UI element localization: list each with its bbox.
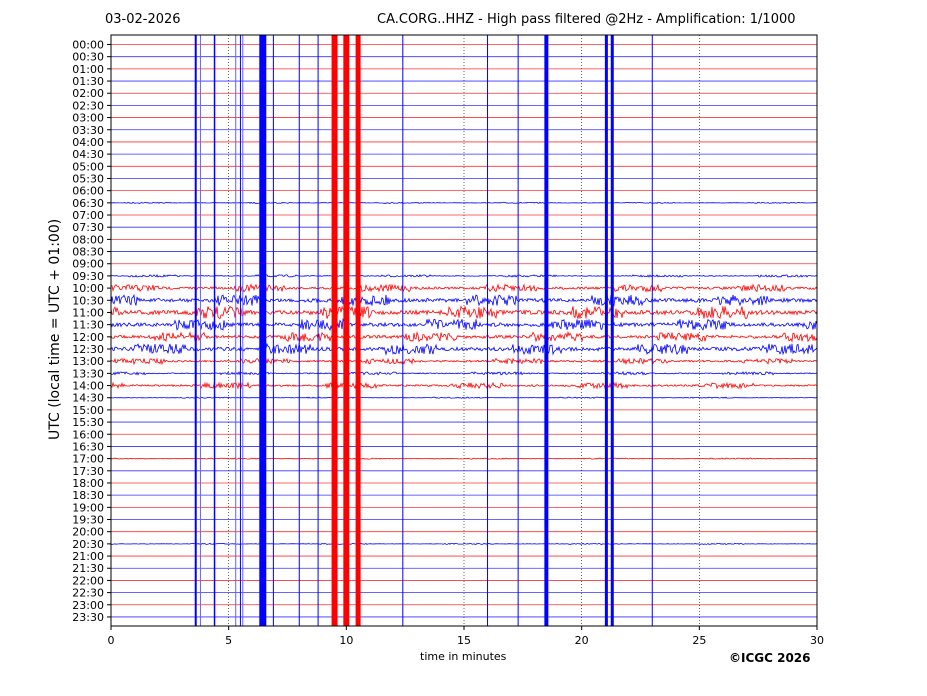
copyright: ©ICGC 2026 [729,651,811,665]
y-tick-label: 17:30 [72,465,104,478]
y-tick-label: 00:30 [72,51,104,64]
event-band [355,35,361,626]
y-tick-label: 16:00 [72,428,104,441]
y-tick-label: 08:00 [72,233,104,246]
x-axis-label: time in minutes [420,650,507,663]
x-tick-label: 5 [225,634,232,647]
y-tick-label: 08:30 [72,246,104,259]
event-band [651,35,653,626]
chart-title: CA.CORG..HHZ - High pass filtered @2Hz -… [377,12,796,27]
y-tick-label: 23:30 [72,611,104,624]
trace-row-11:00 [110,305,818,320]
x-tick-label: 20 [575,634,589,647]
y-tick-label: 23:00 [72,599,104,612]
y-tick-label: 14:00 [72,380,104,393]
y-tick-label: 18:30 [72,489,104,502]
y-tick-label: 16:30 [72,440,104,453]
y-tick-label: 06:30 [72,197,104,210]
event-band [194,35,197,626]
y-tick-label: 11:00 [72,306,104,319]
event-band [242,35,244,626]
y-tick-label: 19:30 [72,514,104,527]
y-tick-label: 05:30 [72,172,104,185]
event-band [259,35,267,626]
trace-row-14:00 [110,381,818,390]
trace-row-06:30 [110,201,817,204]
trace-row-20:30 [110,542,818,545]
event-band [604,35,608,626]
event-band [544,35,549,626]
trace-row-10:00 [110,283,818,293]
y-tick-label: 09:00 [72,258,104,271]
event-band [610,35,614,626]
y-tick-label: 15:30 [72,416,104,429]
y-tick-label: 05:00 [72,160,104,173]
y-tick-label: 04:30 [72,148,104,161]
y-tick-label: 03:30 [72,124,104,137]
trace-row-13:30 [110,370,818,376]
trace-row-12:30 [110,342,818,356]
y-tick-label: 12:00 [72,331,104,344]
plot-frame [110,34,818,627]
y-tick-label: 01:00 [72,63,104,76]
y-tick-label: 13:00 [72,355,104,368]
event-band [235,35,237,626]
y-tick-label: 14:30 [72,392,104,405]
trace-row-14:30 [110,396,818,399]
y-tick-label: 07:30 [72,221,104,234]
y-tick-label: 22:30 [72,587,104,600]
y-tick-label: 10:00 [72,282,104,295]
event-band [213,35,216,626]
event-band [298,35,300,626]
event-band [487,35,489,626]
y-tick-label: 11:30 [72,319,104,332]
event-band [517,35,519,626]
y-tick-label: 13:30 [72,367,104,380]
y-tick-label: 04:00 [72,136,104,149]
y-tick-label: 07:00 [72,209,104,222]
y-tick-label: 20:00 [72,526,104,539]
trace-row-17:00 [110,457,818,460]
x-tick-label: 25 [692,634,706,647]
y-tick-label: 02:30 [72,99,104,112]
y-tick-label: 19:00 [72,501,104,514]
y-tick-label: 21:00 [72,550,104,563]
y-tick-label: 20:30 [72,538,104,551]
y-tick-label: 15:00 [72,404,104,417]
y-tick-label: 06:00 [72,185,104,198]
y-tick-label: 03:00 [72,112,104,125]
trace-row-11:30 [110,317,818,332]
y-tick-label: 17:00 [72,453,104,466]
event-band [331,35,338,626]
trace-row-10:30 [110,293,818,307]
y-tick-label: 22:00 [72,574,104,587]
trace-row-13:00 [110,357,818,366]
y-tick-label: 12:30 [72,343,104,356]
trace-row-12:00 [110,330,818,343]
event-band [239,35,241,626]
x-tick-label: 15 [457,634,471,647]
event-band [317,35,319,626]
x-tick-label: 30 [810,634,824,647]
y-tick-label: 21:30 [72,562,104,575]
y-tick-label: 02:00 [72,87,104,100]
event-band [343,35,350,626]
y-tick-label: 09:30 [72,270,104,283]
trace-row-09:30 [110,274,818,278]
y-tick-label: 01:30 [72,75,104,88]
chart-date: 03-02-2026 [105,12,181,27]
y-tick-label: 18:00 [72,477,104,490]
event-band [272,35,274,626]
y-tick-label: 00:00 [72,39,104,52]
x-tick-label: 0 [108,634,115,647]
event-band [402,35,404,626]
event-band [199,35,201,626]
x-tick-label: 10 [339,634,353,647]
y-tick-label: 10:30 [72,294,104,307]
